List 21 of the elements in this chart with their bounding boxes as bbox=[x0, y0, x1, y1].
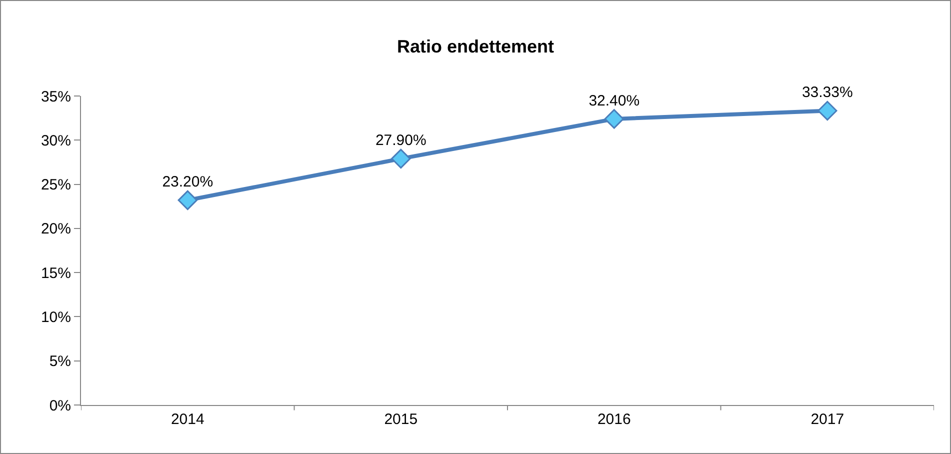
point bbox=[178, 190, 198, 210]
x-tick-label: 2016 bbox=[597, 411, 631, 428]
point bbox=[604, 109, 624, 129]
data-label: 27.90% bbox=[375, 132, 426, 150]
x-tick-label: 2015 bbox=[384, 411, 418, 428]
x-tick-label: 2017 bbox=[810, 411, 844, 428]
y-tick-label: 20% bbox=[40, 220, 71, 238]
y-tick-label: 0% bbox=[49, 397, 71, 414]
y-tick-label: 35% bbox=[40, 88, 71, 106]
y-tick-label: 10% bbox=[40, 308, 71, 326]
y-tick-label: 25% bbox=[40, 176, 71, 194]
y-tick-label: 15% bbox=[40, 264, 71, 282]
chart-title: Ratio endettement bbox=[396, 36, 554, 56]
y-tick-label: 5% bbox=[49, 353, 71, 370]
data-label: 33.33% bbox=[802, 84, 853, 102]
data-label: 23.20% bbox=[162, 174, 214, 191]
point bbox=[391, 148, 411, 169]
y-tick-label: 30% bbox=[40, 132, 71, 150]
x-tick-label: 2014 bbox=[170, 411, 204, 428]
data-label: 32.40% bbox=[588, 92, 640, 110]
point bbox=[818, 100, 838, 121]
